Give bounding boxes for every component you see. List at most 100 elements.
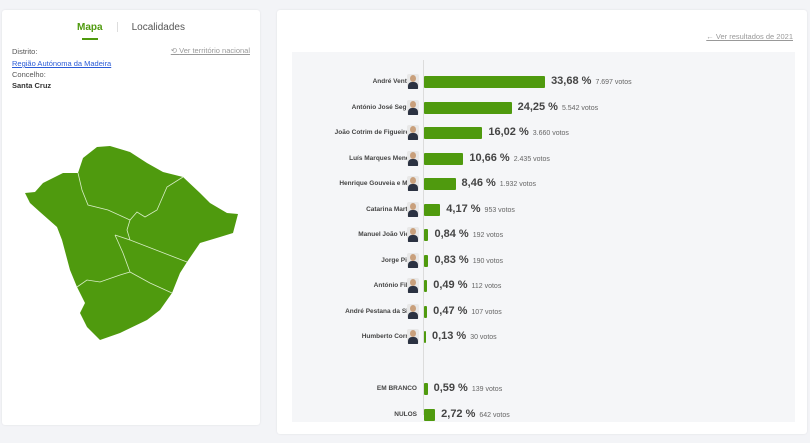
percent-label: 0,13 %: [431, 330, 467, 342]
votes-label: 30 votos: [470, 334, 497, 341]
national-link-text: Ver território nacional: [179, 46, 250, 55]
candidate-photo: [407, 252, 419, 268]
votes-label: 642 votos: [479, 411, 510, 419]
percent-label: 24,25 %: [517, 100, 558, 113]
candidate-photo: [407, 329, 419, 344]
votes-label: 190 votos: [472, 257, 504, 265]
result-value: 0,13 % 30 votos: [432, 330, 497, 342]
concelho-label: Concelho:: [12, 70, 46, 79]
candidate-name: Henrique Gouveia e Melo: [339, 180, 417, 187]
result-bar: [424, 254, 429, 267]
percent-label: 0,84 %: [434, 228, 469, 240]
result-value: 4,17 % 953 votos: [446, 203, 515, 215]
candidate-row: António José Seguro 24,25 % 5.542 votos: [292, 98, 795, 118]
result-bar: [424, 203, 441, 216]
candidate-row: Manuel João Vieira 0,84 % 192 votos: [292, 225, 795, 245]
candidate-photo: [407, 176, 419, 191]
tab-localidades[interactable]: Localidades: [131, 22, 185, 33]
result-bar: [424, 101, 512, 114]
national-territory-link[interactable]: ⟲ Ver território nacional: [171, 46, 250, 55]
candidate-name: António José Seguro: [351, 103, 417, 111]
result-bar: [424, 127, 483, 139]
map-panel: Mapa Localidades Distrito: ⟲ Ver territór…: [2, 10, 260, 425]
parish-borders: [76, 172, 188, 294]
candidate-photo: [407, 303, 419, 319]
result-bar: [424, 229, 429, 241]
candidate-photo: [407, 278, 419, 293]
votes-label: 3.660 votos: [532, 130, 569, 137]
percent-label: 10,66 %: [469, 151, 510, 164]
candidate-name: António Filipe: [373, 282, 417, 289]
votes-label: 1.932 votos: [499, 181, 536, 188]
candidate-photo: [407, 227, 419, 242]
candidate-name: Manuel João Vieira: [358, 231, 417, 238]
percent-label: 16,02 %: [488, 126, 529, 138]
candidate-row: João Cotrim de Figueiredo 16,02 % 3.660 vo…: [292, 123, 795, 143]
votes-label: 953 votos: [484, 206, 515, 214]
concelho-map[interactable]: [0, 0, 260, 420]
percent-label: 8,46 %: [461, 177, 496, 189]
candidate-row: Henrique Gouveia e Melo 8,46 % 1.932 votos: [292, 174, 795, 194]
candidate-name: Jorge Pinto: [381, 256, 417, 264]
candidate-name: Luís Marques Mendes: [349, 154, 417, 162]
votes-label: 107 votos: [471, 308, 502, 316]
result-bar: [424, 280, 428, 292]
candidate-row: Humberto Correia 0,13 % 30 votos: [292, 327, 795, 347]
result-value: 0,49 % 112 votos: [433, 279, 501, 291]
candidate-name: EM BRANCO: [376, 385, 417, 392]
candidate-name: Catarina Martins: [366, 205, 417, 213]
candidate-name: Humberto Correia: [361, 333, 417, 340]
votes-label: 7.697 votos: [595, 79, 632, 86]
candidate-row: Jorge Pinto 0,83 % 190 votos: [292, 251, 795, 271]
percent-label: 33,68 %: [551, 75, 592, 87]
candidate-row: EM BRANCO 0,59 % 139 votos: [292, 379, 795, 399]
previous-results-link[interactable]: ← Ver resultados de 2021: [706, 32, 793, 41]
percent-label: 2,72 %: [441, 407, 476, 420]
result-value: 2,72 % 642 votos: [441, 408, 510, 420]
result-value: 10,66 % 2.435 votos: [469, 152, 550, 164]
results-panel: ← Ver resultados de 2021 André Ventura 33…: [277, 10, 807, 434]
result-value: 16,02 % 3.660 votos: [488, 126, 569, 138]
votes-label: 139 votos: [471, 386, 503, 393]
tab-divider: [116, 22, 118, 33]
candidate-name: André Ventura: [372, 78, 417, 85]
result-value: 0,83 % 190 votos: [434, 254, 503, 266]
candidate-row: António Filipe 0,49 % 112 votos: [292, 276, 795, 296]
percent-label: 0,49 %: [433, 279, 468, 291]
result-bar: [424, 178, 456, 190]
result-bar: [424, 383, 428, 395]
tab-mapa[interactable]: Mapa: [63, 22, 117, 40]
percent-label: 0,59 %: [433, 382, 468, 394]
candidate-row: NULOS 2,72 % 642 votos: [292, 405, 795, 425]
candidate-row: Luís Marques Mendes 10,66 % 2.435 votos: [292, 149, 795, 169]
candidate-photo: [407, 201, 419, 217]
result-value: 0,84 % 192 votos: [434, 228, 503, 240]
result-bar: [424, 152, 464, 165]
candidate-photo: [407, 150, 419, 166]
concelho-value: Santa Cruz: [12, 81, 52, 90]
candidate-row: André Ventura 33,68 % 7.697 votos: [292, 72, 795, 92]
map-region[interactable]: [25, 146, 238, 340]
distrito-link[interactable]: Região Autónoma da Madeira: [12, 59, 112, 68]
tabs: Mapa Localidades: [2, 22, 260, 40]
result-value: 0,47 % 107 votos: [433, 305, 502, 317]
candidate-name: André Pestana da Silva: [345, 307, 417, 315]
distrito-label: Distrito:: [12, 47, 38, 56]
candidate-name: João Cotrim de Figueiredo: [334, 129, 417, 136]
result-bar: [424, 76, 546, 88]
percent-label: 0,83 %: [434, 253, 469, 266]
votes-label: 5.542 votos: [561, 104, 599, 112]
votes-label: 2.435 votos: [513, 155, 550, 163]
candidate-row: André Pestana da Silva 0,47 % 107 votos: [292, 302, 795, 322]
result-bar: [424, 408, 436, 421]
result-value: 0,59 % 139 votos: [434, 382, 503, 394]
result-value: 24,25 % 5.542 votos: [518, 101, 599, 113]
candidate-photo: [407, 74, 419, 89]
undo-icon: ⟲: [170, 46, 180, 55]
result-value: 8,46 % 1.932 votos: [462, 177, 536, 189]
percent-label: 4,17 %: [446, 202, 481, 215]
votes-label: 112 votos: [471, 283, 502, 290]
candidate-photo: [407, 125, 419, 140]
result-value: 33,68 % 7.697 votos: [551, 75, 632, 87]
result-bar: [424, 305, 428, 318]
